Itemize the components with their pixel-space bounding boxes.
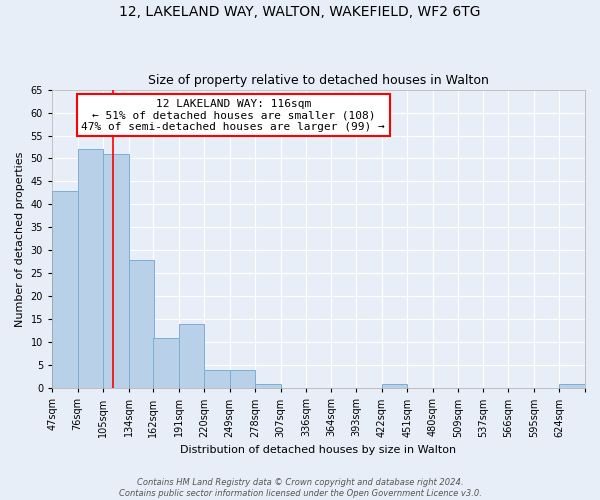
Bar <box>230 370 255 388</box>
Bar <box>382 384 407 388</box>
Text: 12, LAKELAND WAY, WALTON, WAKEFIELD, WF2 6TG: 12, LAKELAND WAY, WALTON, WAKEFIELD, WF2… <box>119 5 481 19</box>
Bar <box>559 384 585 388</box>
Bar <box>204 370 230 388</box>
Bar <box>179 324 204 388</box>
Bar <box>77 150 103 388</box>
X-axis label: Distribution of detached houses by size in Walton: Distribution of detached houses by size … <box>181 445 457 455</box>
Title: Size of property relative to detached houses in Walton: Size of property relative to detached ho… <box>148 74 489 87</box>
Bar <box>103 154 128 388</box>
Bar <box>255 384 281 388</box>
Bar <box>128 260 154 388</box>
Y-axis label: Number of detached properties: Number of detached properties <box>15 151 25 326</box>
Text: Contains HM Land Registry data © Crown copyright and database right 2024.
Contai: Contains HM Land Registry data © Crown c… <box>119 478 481 498</box>
Text: 12 LAKELAND WAY: 116sqm
← 51% of detached houses are smaller (108)
47% of semi-d: 12 LAKELAND WAY: 116sqm ← 51% of detache… <box>82 98 385 132</box>
Bar <box>153 338 179 388</box>
Bar <box>52 190 77 388</box>
